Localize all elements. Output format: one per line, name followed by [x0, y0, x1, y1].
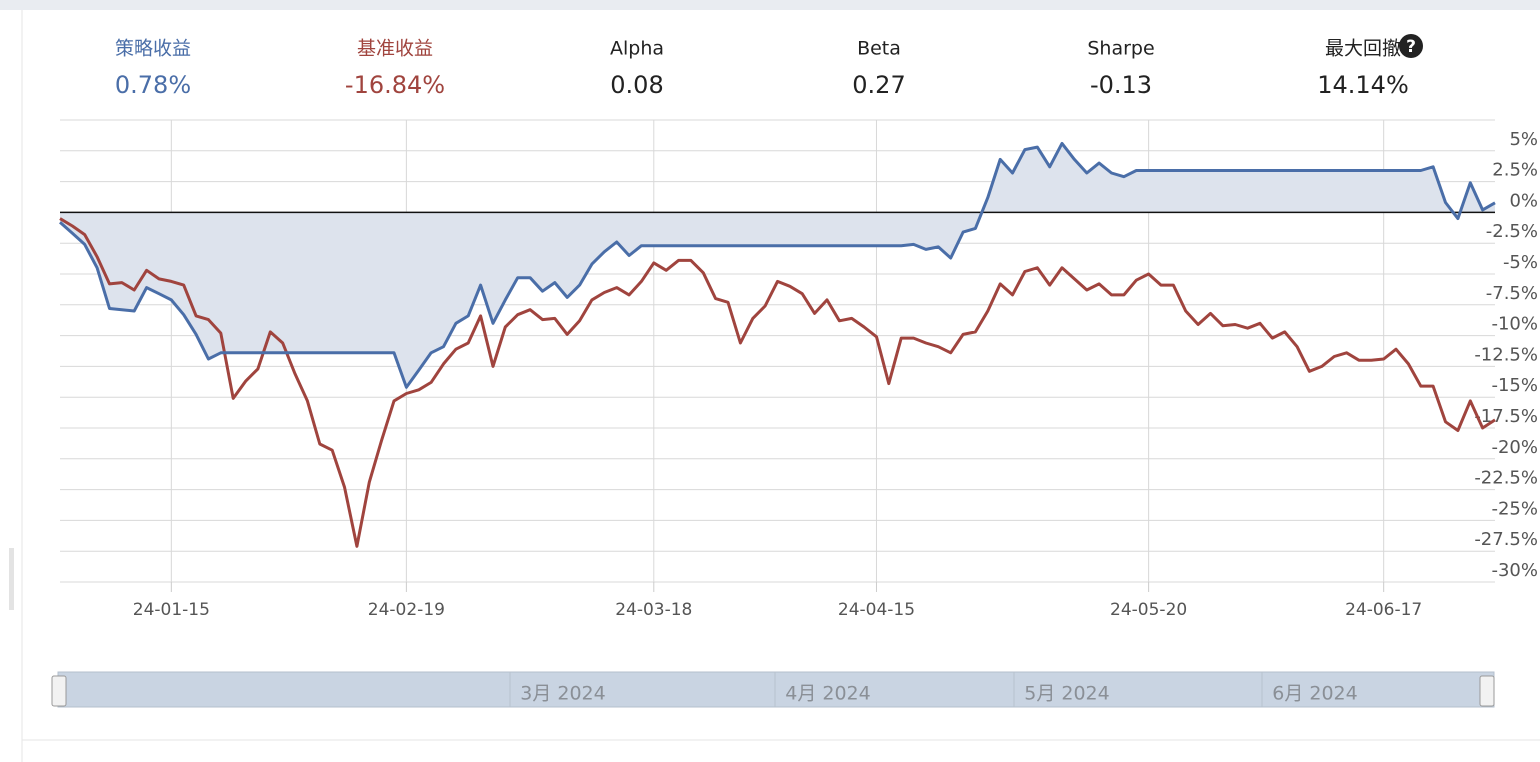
- stat-label: Sharpe: [1087, 38, 1154, 60]
- y-tick-label: -12.5%: [1474, 344, 1538, 365]
- stat-label: Alpha: [610, 38, 664, 60]
- top-strip: [0, 0, 1540, 10]
- y-tick-label: -27.5%: [1474, 529, 1538, 550]
- help-icon-mark[interactable]: ?: [1406, 37, 1416, 57]
- navigator-label: 3月 2024: [520, 683, 605, 705]
- x-tick-label: 24-01-15: [133, 600, 210, 620]
- navigator-handle[interactable]: [1479, 675, 1495, 707]
- x-tick-label: 24-06-17: [1345, 600, 1422, 620]
- help-icon[interactable]: [1399, 34, 1423, 58]
- stat-label: 策略收益: [115, 38, 191, 60]
- navigator-label: 5月 2024: [1024, 683, 1109, 705]
- y-tick-label: -10%: [1491, 314, 1538, 335]
- stat-label: 基准收益: [357, 38, 433, 60]
- line: [59, 217, 1496, 548]
- y-tick-label: 0%: [1509, 190, 1538, 211]
- stat-value: -0.13: [1090, 71, 1152, 99]
- x-tick-label: 24-04-15: [838, 600, 915, 620]
- y-tick-label: -5%: [1503, 252, 1538, 273]
- y-tick-label: -7.5%: [1486, 283, 1538, 304]
- y-tick-label: -15%: [1491, 375, 1538, 396]
- line: [59, 141, 1496, 389]
- y-tick-label: -30%: [1491, 560, 1538, 581]
- y-tick-label: -20%: [1491, 437, 1538, 458]
- y-tick-label: -2.5%: [1486, 221, 1538, 242]
- x-tick-label: 24-02-19: [368, 600, 445, 620]
- x-tick-label: 24-03-18: [615, 600, 692, 620]
- y-tick-label: -17.5%: [1474, 406, 1538, 427]
- navigator-label: 6月 2024: [1272, 683, 1357, 705]
- y-tick-label: 2.5%: [1492, 160, 1538, 181]
- stat-value: 14.14%: [1317, 71, 1409, 99]
- stat-label: Beta: [857, 38, 901, 60]
- y-tick-label: -22.5%: [1474, 468, 1538, 489]
- side-handle: [9, 548, 14, 610]
- stat-label: 最大回撤: [1325, 38, 1401, 60]
- x-tick-label: 24-05-20: [1110, 600, 1187, 620]
- stat-value: 0.27: [852, 71, 905, 99]
- navigator-label: 4月 2024: [785, 683, 870, 705]
- y-tick-label: -25%: [1491, 498, 1538, 519]
- stat-value: 0.08: [610, 71, 663, 99]
- stat-value: 0.78%: [115, 71, 191, 99]
- stat-value: -16.84%: [345, 71, 445, 99]
- area: [60, 143, 1495, 388]
- navigator-handle[interactable]: [51, 675, 67, 707]
- y-tick-label: 5%: [1509, 129, 1538, 150]
